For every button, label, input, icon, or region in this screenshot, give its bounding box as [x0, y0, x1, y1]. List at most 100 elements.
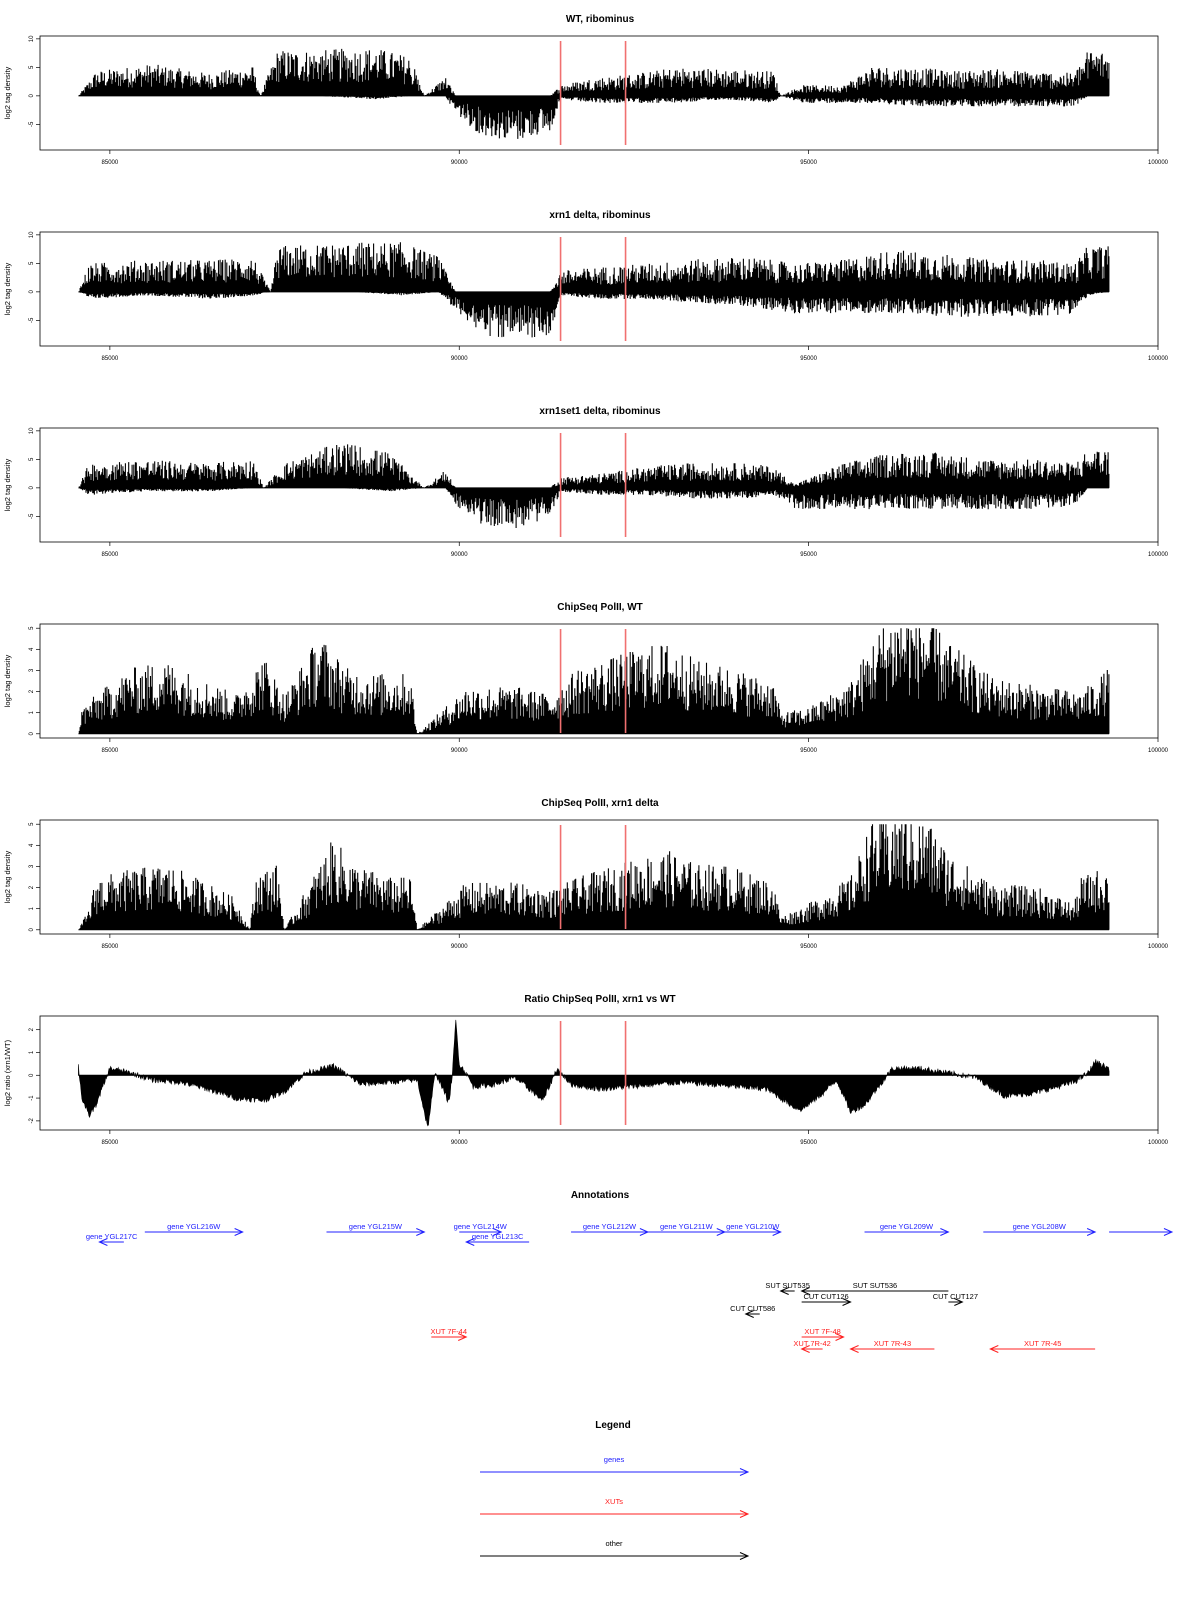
gene-arrow-head [772, 1228, 782, 1236]
x-tick-label: 95000 [800, 748, 817, 754]
x-tick-label: 95000 [800, 356, 817, 362]
other-arrow-head [779, 1287, 789, 1295]
x-tick-label: 95000 [800, 944, 817, 950]
xut-arrow-head [800, 1345, 810, 1353]
plot-frame [39, 427, 1159, 543]
gene-arrow-head [639, 1228, 650, 1236]
other-label: CUT CUT126 [803, 1292, 848, 1301]
y-tick-label: -1 [29, 1095, 35, 1101]
ratio-area-series [78, 1019, 1110, 1127]
other-arrow [779, 1287, 795, 1295]
other-label: CUT CUT127 [933, 1292, 978, 1301]
gene-label: gene YGL217C [86, 1232, 138, 1241]
y-tick-label: 4 [29, 843, 35, 847]
x-tick-label: 95000 [800, 160, 817, 166]
gene-arrow [571, 1228, 650, 1236]
legend-label: XUTs [605, 1497, 623, 1506]
y-axis-label: log2 tag density [3, 458, 12, 511]
gene-label: gene YGL209W [880, 1222, 934, 1231]
xut-arrow [431, 1333, 468, 1341]
chart-title: ChipSeq PolII, WT [557, 602, 643, 613]
other-arrow [948, 1298, 964, 1306]
gene-arrow [98, 1238, 124, 1246]
other-arrow-head [842, 1298, 852, 1306]
other-arrow [800, 1287, 949, 1295]
chart-panel-2: xrn1 delta, ribominus log2 tag density 10 5… [3, 210, 1169, 362]
x-tick-label: 85000 [102, 160, 119, 166]
gene-label: gene YGL210W [726, 1222, 780, 1231]
other-label: SUT SUT536 [853, 1281, 897, 1290]
legend-panel: Legend genes XUTs other [480, 1420, 750, 1560]
gene-arrow [864, 1228, 950, 1236]
y-tick-label: -2 [29, 1118, 35, 1124]
plot-frame [39, 623, 1159, 739]
other-label: SUT SUT535 [765, 1281, 809, 1290]
y-tick-label: 10 [29, 35, 35, 42]
other-arrow [801, 1298, 852, 1306]
density-bars [78, 824, 1110, 930]
xut-arrow [989, 1345, 1096, 1353]
chart-title: ChipSeq PolII, xrn1 delta [541, 798, 659, 809]
plot-frame [39, 1015, 1159, 1131]
density-bar-series [78, 242, 1110, 338]
chart-panel-3: xrn1set1 delta, ribominus log2 tag densit… [3, 406, 1169, 558]
y-tick-label: 10 [29, 427, 35, 434]
chart-panel-5: ChipSeq PolII, xrn1 delta log2 tag densit… [3, 798, 1169, 950]
y-tick-label: 5 [29, 65, 35, 69]
gene-arrow [464, 1238, 530, 1246]
plot-frame [39, 231, 1159, 347]
other-arrow [744, 1310, 760, 1318]
density-bar-series [78, 628, 1110, 734]
gene-arrow [983, 1228, 1097, 1236]
x-tick-label: 90000 [451, 552, 468, 558]
x-tick-label: 100000 [1148, 356, 1169, 362]
y-axis-label: log2 ratio (xrn1/WT) [3, 1039, 12, 1106]
legend-item-genes: genes [480, 1455, 750, 1476]
x-tick-label: 90000 [451, 356, 468, 362]
gene-arrow-head [492, 1228, 503, 1236]
annotations-title: Annotations [571, 1190, 630, 1201]
y-tick-label: 4 [29, 647, 35, 651]
gene-arrow [144, 1228, 244, 1236]
legend-arrow-head [739, 1468, 750, 1476]
chart-title: xrn1set1 delta, ribominus [539, 406, 661, 417]
y-tick-label: 1 [29, 710, 35, 714]
y-axis-label: log2 tag density [3, 654, 12, 707]
y-tick-label: 5 [29, 822, 35, 826]
other-label: CUT CUT586 [730, 1304, 775, 1313]
x-tick-label: 100000 [1148, 748, 1169, 754]
gene-label: gene YGL215W [349, 1222, 403, 1231]
y-tick-label: 0 [29, 94, 35, 98]
gene-label: gene YGL214W [454, 1222, 508, 1231]
density-bar-series [78, 444, 1110, 528]
legend-item-XUTs: XUTs [480, 1497, 750, 1518]
x-tick-label: 90000 [451, 1140, 468, 1146]
y-tick-label: 0 [29, 1073, 35, 1077]
xut-label: XUT 7R-42 [793, 1339, 830, 1348]
x-tick-label: 85000 [102, 944, 119, 950]
y-tick-label: -5 [29, 317, 35, 323]
chart-title: xrn1 delta, ribominus [549, 210, 651, 221]
xut-arrow [801, 1333, 845, 1341]
plot-frame [39, 819, 1159, 935]
density-bars [78, 628, 1110, 734]
y-tick-label: 2 [29, 689, 35, 693]
density-bar-series [78, 824, 1110, 930]
chart-panel-4: ChipSeq PolII, WT log2 tag density 5 4 3 2 1 0 8… [3, 602, 1169, 754]
y-tick-label: 5 [29, 457, 35, 461]
x-tick-label: 100000 [1148, 160, 1169, 166]
x-tick-label: 100000 [1148, 944, 1169, 950]
xut-arrow-head [835, 1333, 845, 1341]
chart-panel-6: Ratio ChipSeq PolII, xrn1 vs WT log2 rati… [3, 994, 1169, 1146]
xut-label: XUT 7R-45 [1024, 1339, 1061, 1348]
chart-title: WT, ribominus [566, 14, 635, 25]
legend-title: Legend [595, 1420, 631, 1431]
legend-arrow-head [739, 1510, 750, 1518]
y-tick-label: 1 [29, 906, 35, 910]
y-tick-label: 10 [29, 231, 35, 238]
xut-arrow [800, 1345, 823, 1353]
y-tick-label: 0 [29, 486, 35, 490]
y-tick-label: -5 [29, 513, 35, 519]
gene-arrow-head [416, 1228, 426, 1236]
